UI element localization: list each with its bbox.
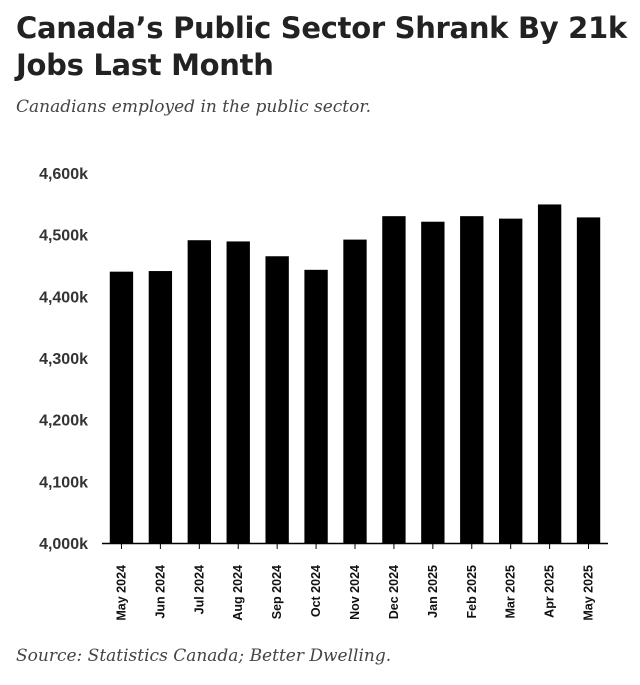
- chart-subtitle: Canadians employed in the public sector.: [16, 97, 372, 117]
- bars: [109, 204, 601, 544]
- x-tick-label: Mar 2025: [504, 565, 518, 619]
- y-tick-label: 4,200k: [39, 413, 88, 430]
- x-tick-label: Sep 2024: [270, 565, 284, 619]
- bar: [148, 271, 173, 543]
- bar: [265, 256, 289, 543]
- y-axis: 4,000k 4,100k 4,200k 4,300k 4,400k 4,500k 4,60…: [39, 166, 88, 553]
- bar: [499, 218, 523, 543]
- bar: [460, 216, 484, 544]
- x-tick-label: Jan 2025: [426, 565, 440, 618]
- x-tick-label: Nov 2024: [348, 565, 362, 620]
- x-tick-label: Oct 2024: [309, 565, 323, 617]
- x-tick-label: Dec 2024: [387, 565, 401, 619]
- bar: [304, 269, 328, 543]
- bar-chart: 4,000k 4,100k 4,200k 4,300k 4,400k 4,500k 4,60…: [39, 166, 608, 621]
- bar: [382, 216, 406, 544]
- bar: [537, 204, 562, 543]
- x-tick-label: May 2024: [114, 565, 128, 621]
- y-tick-label: 4,000k: [39, 536, 88, 553]
- bar: [187, 240, 211, 543]
- y-tick-label: 4,100k: [39, 474, 88, 491]
- bar: [226, 241, 250, 543]
- x-tick-label: Jul 2024: [192, 565, 206, 614]
- y-tick-label: 4,300k: [39, 351, 88, 368]
- x-tick-label: Jun 2024: [153, 565, 167, 619]
- y-tick-label: 4,600k: [39, 166, 88, 183]
- source-note: Source: Statistics Canada; Better Dwelli…: [16, 646, 392, 666]
- x-tick-label: May 2025: [582, 565, 596, 621]
- chart-title: Canada’s Public Sector Shrank By 21k Job…: [16, 11, 627, 82]
- x-tick-label: Aug 2024: [231, 565, 245, 621]
- bar: [343, 239, 367, 543]
- bar: [109, 271, 134, 543]
- x-tick-label: Feb 2025: [465, 565, 479, 619]
- y-tick-label: 4,500k: [39, 228, 88, 245]
- bar: [576, 217, 601, 543]
- bar: [421, 221, 445, 543]
- x-axis: May 2024 Jun 2024 Jul 2024 Aug 2024 Sep 2024…: [102, 542, 608, 621]
- x-tick-label: Apr 2025: [543, 565, 557, 618]
- y-tick-label: 4,400k: [39, 289, 88, 306]
